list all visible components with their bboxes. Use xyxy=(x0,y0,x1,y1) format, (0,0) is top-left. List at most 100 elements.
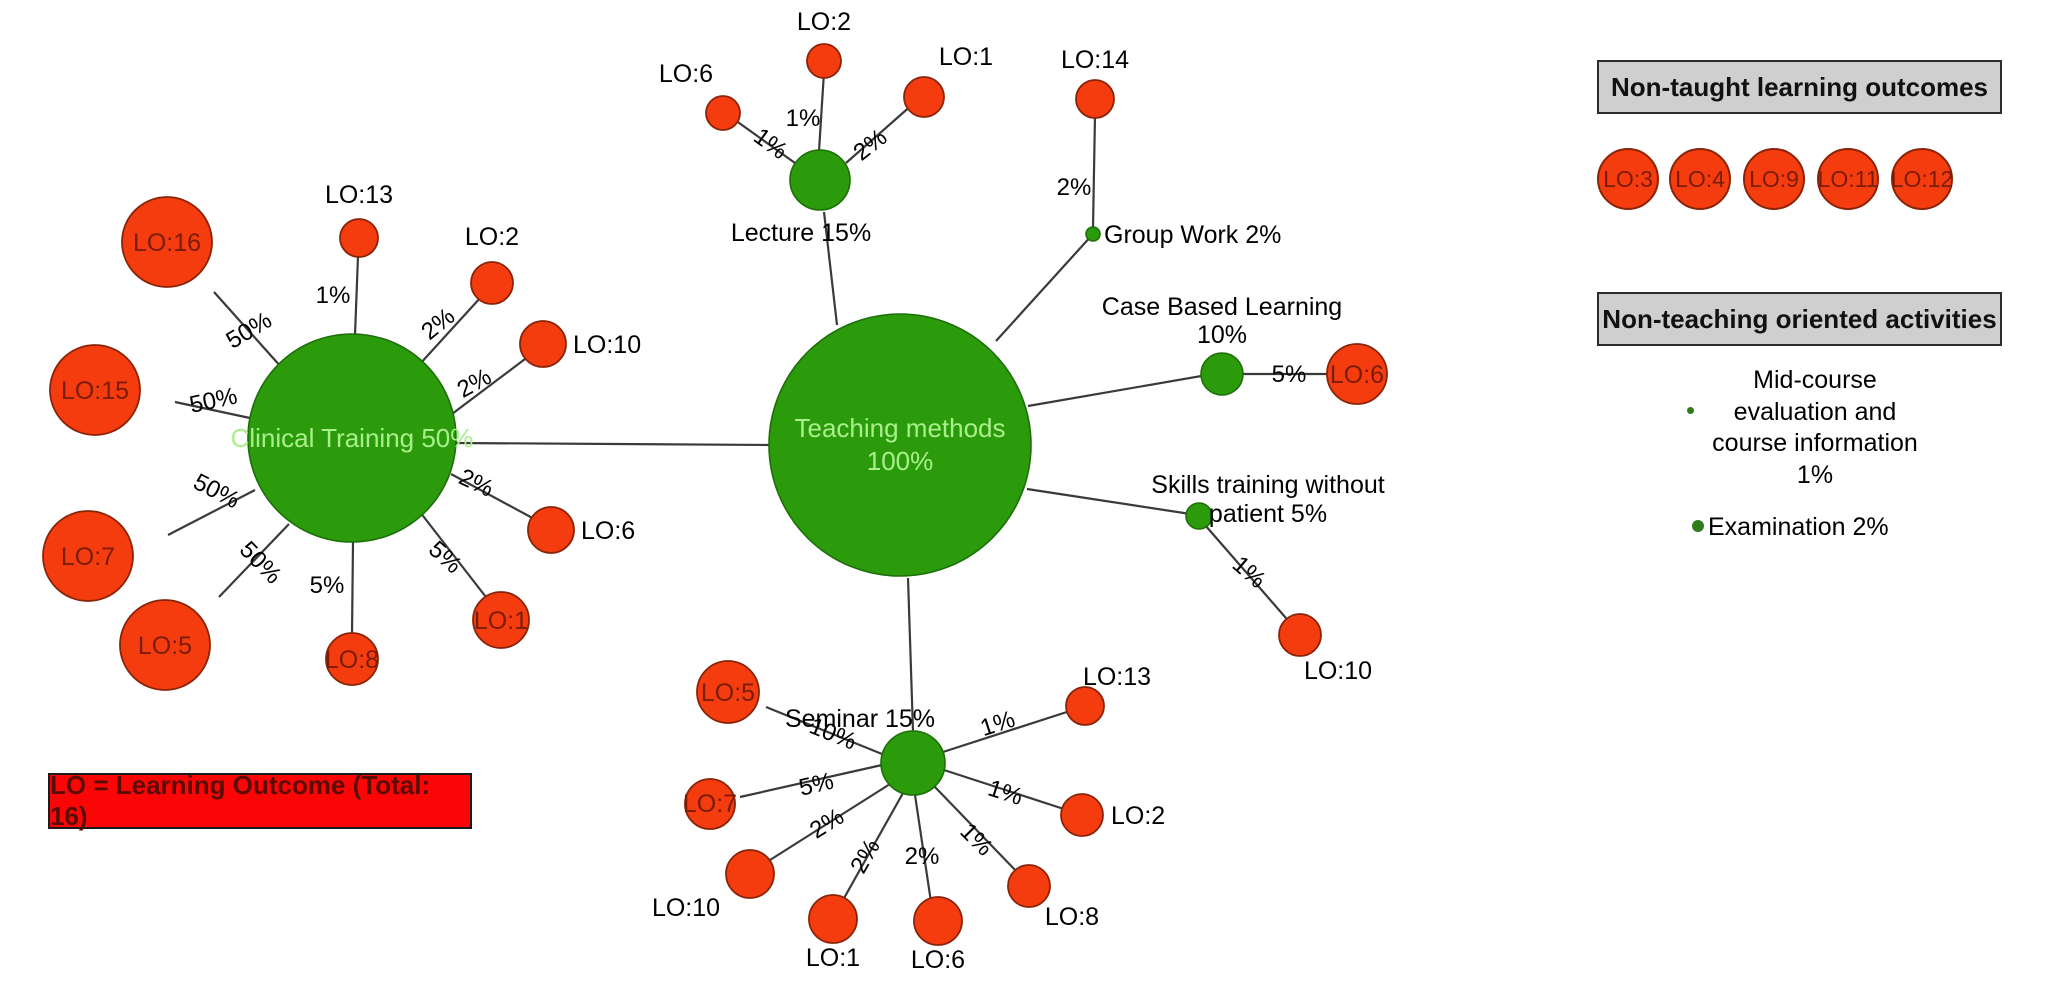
outcome-node-lo6-clinical[interactable]: LO:6 xyxy=(527,506,635,554)
lo1-seminar-circle[interactable] xyxy=(808,894,858,944)
node-lecture[interactable]: Lecture 15% xyxy=(731,149,871,247)
outcome-node-lo13-clinical[interactable]: LO:13 xyxy=(325,181,393,258)
lo2-lecture-circle[interactable] xyxy=(806,43,842,79)
edge-teaching-lecture xyxy=(822,211,839,326)
outcome-node-lo15[interactable]: LO:15 xyxy=(49,344,141,436)
lo6-lecture-circle[interactable] xyxy=(705,95,741,131)
outcome-node-lo16[interactable]: LO:16 xyxy=(121,196,213,288)
outcome-node-lo8-clinical[interactable]: LO:8 xyxy=(325,632,379,686)
clinical-training-circle[interactable] xyxy=(247,333,457,543)
non-taught-lo-11[interactable]: LO:11 xyxy=(1817,148,1879,210)
lo6-seminar-circle[interactable] xyxy=(913,896,963,946)
edge-seminar-lo8 xyxy=(933,785,1020,875)
lo6-clinical-circle[interactable] xyxy=(527,506,575,554)
outcome-node-lo5-clinical[interactable]: LO:5 xyxy=(119,599,211,691)
non-taught-lo-9[interactable]: LO:9 xyxy=(1743,148,1805,210)
lo2-clinical-circle[interactable] xyxy=(470,261,514,305)
lo13-clinical-circle[interactable] xyxy=(339,218,379,258)
lo7-clinical-circle[interactable] xyxy=(42,510,134,602)
weight-seminar-lo1: 2% xyxy=(845,834,886,878)
outcome-node-lo2-lecture[interactable]: LO:2 xyxy=(797,8,851,79)
outcome-node-lo10-clinical[interactable]: LO:10 xyxy=(519,320,641,368)
lo10-clinical-label: LO:10 xyxy=(573,331,641,359)
seminar-circle[interactable] xyxy=(880,730,946,796)
lo10-seminar-circle[interactable] xyxy=(725,849,775,899)
lo6-case-inner-label: LO:6 xyxy=(1330,361,1384,389)
lo16-inner-label: LO:16 xyxy=(133,229,201,257)
outcome-node-lo14[interactable]: LO:14 xyxy=(1061,46,1129,119)
node-clinical-training[interactable]: Clinical Training 50% xyxy=(231,333,474,543)
outcome-node-lo13-seminar[interactable]: LO:13 xyxy=(1065,663,1151,726)
lo10-clinical-circle[interactable] xyxy=(519,320,567,368)
lo7-seminar-circle[interactable] xyxy=(684,778,736,830)
outcome-node-lo6-seminar[interactable]: LO:6 xyxy=(911,896,965,974)
node-skills-training[interactable]: Skills training without patient 5% xyxy=(1151,471,1385,530)
edge-seminar-lo13 xyxy=(942,708,1074,754)
weight-clinical-lo8: 5% xyxy=(310,572,345,599)
skills-training-label-line2: patient 5% xyxy=(1209,500,1327,528)
outcome-node-lo5-seminar[interactable]: LO:5 xyxy=(696,660,760,724)
node-group-work[interactable]: Group Work 2% xyxy=(1085,221,1281,249)
lo1-clinical-circle[interactable] xyxy=(472,591,530,649)
lo13-seminar-circle[interactable] xyxy=(1065,686,1105,726)
lo8-clinical-inner-label: LO:8 xyxy=(325,646,379,674)
weight-seminar-lo6: 2% xyxy=(905,843,940,870)
lo2-seminar-circle[interactable] xyxy=(1060,793,1104,837)
node-teaching-methods[interactable]: Teaching methods 100% xyxy=(768,313,1032,577)
outcome-node-lo6-lecture[interactable]: LO:6 xyxy=(659,60,741,131)
non-teaching-activity-midcourse: Mid-course evaluation and course informa… xyxy=(1660,365,1970,491)
seminar-label: Seminar 15% xyxy=(785,705,935,733)
lo14-label: LO:14 xyxy=(1061,46,1129,74)
midcourse-line4: 1% xyxy=(1796,460,1834,489)
outcome-node-lo1-clinical[interactable]: LO:1 xyxy=(472,591,530,649)
group-work-circle[interactable] xyxy=(1085,226,1101,242)
lo15-circle[interactable] xyxy=(49,344,141,436)
lo8-clinical-circle[interactable] xyxy=(325,632,379,686)
non-taught-lo-3[interactable]: LO:3 xyxy=(1597,148,1659,210)
non-taught-lo-4[interactable]: LO:4 xyxy=(1669,148,1731,210)
lo6-case-circle[interactable] xyxy=(1326,343,1388,405)
outcome-node-lo10-seminar[interactable]: LO:10 xyxy=(652,849,775,922)
midcourse-dot-icon xyxy=(1687,407,1694,414)
edge-clinical-lo6 xyxy=(450,473,539,522)
lo5-seminar-circle[interactable] xyxy=(696,660,760,724)
skills-training-circle[interactable] xyxy=(1185,502,1213,530)
teaching-methods-circle[interactable] xyxy=(768,313,1032,577)
edge-group-lo14 xyxy=(1091,114,1097,229)
lo10-skills-label: LO:10 xyxy=(1304,657,1372,685)
edge-seminar-lo10 xyxy=(769,783,891,861)
lo5-clinical-inner-label: LO:5 xyxy=(138,632,192,660)
lo10-skills-circle[interactable] xyxy=(1278,613,1322,657)
outcome-node-lo2-seminar[interactable]: LO:2 xyxy=(1060,793,1165,837)
lo14-circle[interactable] xyxy=(1075,79,1115,119)
outcome-node-lo7-seminar[interactable]: LO:7 xyxy=(683,778,737,830)
lo5-clinical-circle[interactable] xyxy=(119,599,211,691)
lo16-circle[interactable] xyxy=(121,196,213,288)
group-outcome-nodes: LO:14 2% xyxy=(1057,46,1129,201)
non-taught-outcomes-row: LO:3 LO:4 LO:9 LO:11 LO:12 xyxy=(1597,148,2007,218)
edge-clinical-lo15 xyxy=(174,400,251,420)
lecture-circle[interactable] xyxy=(789,149,851,211)
outcome-node-lo6-case[interactable]: LO:6 xyxy=(1326,343,1388,405)
non-teaching-activity-examination: Examination 2% xyxy=(1708,513,1889,541)
non-taught-lo-12[interactable]: LO:12 xyxy=(1891,148,1953,210)
node-case-based-learning[interactable]: Case Based Learning 10% xyxy=(1102,293,1342,396)
weight-lecture-lo2: 1% xyxy=(786,105,821,132)
outcome-node-lo7-clinical[interactable]: LO:7 xyxy=(42,510,134,602)
case-outcome-nodes: LO:6 5% xyxy=(1272,343,1388,405)
weight-seminar-lo10: 2% xyxy=(805,803,849,844)
outcome-node-lo8-seminar[interactable]: LO:8 xyxy=(1007,864,1099,931)
lo1-lecture-circle[interactable] xyxy=(903,76,945,118)
outcome-node-lo2-clinical[interactable]: LO:2 xyxy=(465,223,519,305)
midcourse-line1: Mid-course xyxy=(1753,366,1877,394)
lo8-seminar-circle[interactable] xyxy=(1007,864,1051,908)
outcome-node-lo10-skills[interactable]: LO:10 xyxy=(1278,613,1372,685)
outcome-node-lo1-lecture[interactable]: LO:1 xyxy=(903,43,993,118)
outcome-node-lo1-seminar[interactable]: LO:1 xyxy=(806,894,860,972)
group-work-label: Group Work 2% xyxy=(1104,221,1281,249)
node-seminar[interactable]: Seminar 15% xyxy=(785,705,946,796)
case-based-learning-label-line1: Case Based Learning xyxy=(1102,293,1342,321)
case-based-learning-circle[interactable] xyxy=(1200,352,1244,396)
